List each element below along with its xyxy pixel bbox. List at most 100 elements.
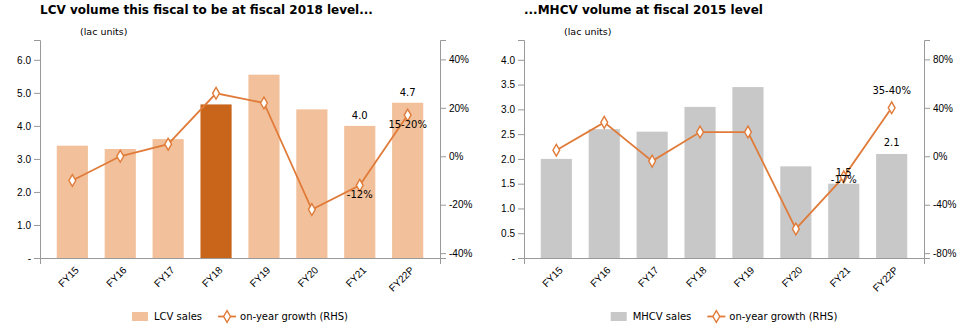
tick-label: FY15 <box>56 264 81 289</box>
tick: FY21 <box>344 264 369 289</box>
tick: 4.0 <box>501 55 524 66</box>
tick-label: FY21 <box>344 264 369 289</box>
tick-label: 40% <box>933 103 953 114</box>
tick-mark <box>518 60 524 61</box>
tick: -80% <box>924 248 956 259</box>
tick-mark <box>518 184 524 185</box>
tick-mark <box>34 225 40 226</box>
tick: - <box>512 253 524 264</box>
tick: 40% <box>440 54 469 65</box>
legend-item: on-year growth (RHS) <box>707 311 837 323</box>
tick-mark <box>518 134 524 135</box>
tick-mark <box>924 108 930 109</box>
tick: FY18 <box>200 264 225 289</box>
legend-item: on-year growth (RHS) <box>218 311 348 323</box>
axis-label: (lac units) <box>564 26 611 37</box>
tick-mark <box>440 156 446 157</box>
legend-marker <box>713 311 720 323</box>
bar <box>344 126 375 258</box>
tick: 5.0 <box>17 88 40 99</box>
tick: FY22P <box>387 264 417 294</box>
tick-label: 2.5 <box>501 129 515 140</box>
tick-label: 2.0 <box>17 187 31 198</box>
marker <box>649 155 656 167</box>
legend-item: MHCV sales <box>611 311 692 322</box>
tick-label: -20% <box>449 199 472 210</box>
legend: MHCV sales on-year growth (RHS) <box>611 311 838 323</box>
annotation: -17% <box>831 174 857 185</box>
tick: 1.0 <box>17 220 40 231</box>
tick: -40% <box>924 199 956 210</box>
marker <box>213 87 220 99</box>
tick: 3.0 <box>501 104 524 115</box>
marker <box>261 97 268 109</box>
bar <box>684 107 715 258</box>
legend-marker <box>224 311 231 323</box>
tick-label: 4.0 <box>17 121 31 132</box>
tick: -20% <box>440 199 472 210</box>
tick-label: 0% <box>449 151 464 162</box>
tick-label: -40% <box>449 248 472 259</box>
tick-mark <box>34 258 40 259</box>
tick-label: FY18 <box>200 264 225 289</box>
tick: 6.0 <box>17 55 40 66</box>
tick-label: 3.0 <box>17 154 31 165</box>
bar <box>105 149 136 258</box>
tick: -40% <box>440 248 472 259</box>
tick-mark <box>34 192 40 193</box>
x-axis: FY15FY16FY17FY18FY19FY20FY21FY22P <box>525 259 925 294</box>
axis-line <box>525 259 925 265</box>
marker <box>308 204 315 216</box>
bar-series <box>57 75 423 258</box>
bar <box>732 87 763 258</box>
markers <box>553 102 895 235</box>
bar <box>153 139 184 258</box>
tick: 2.0 <box>501 154 524 165</box>
tick-label: 1.5 <box>501 178 515 189</box>
bar <box>876 154 907 258</box>
tick-label: 40% <box>449 54 469 65</box>
tick-label: FY21 <box>828 264 853 289</box>
tick-label: 6.0 <box>17 55 31 66</box>
axis-line <box>518 41 525 259</box>
tick: FY16 <box>104 264 129 289</box>
marker <box>888 102 895 114</box>
plot-area <box>57 75 423 258</box>
tick-label: 80% <box>933 54 953 65</box>
tick-label: FY20 <box>296 264 321 289</box>
tick-mark <box>924 253 930 254</box>
tick-mark <box>924 156 930 157</box>
plot-area <box>541 87 907 258</box>
tick-mark <box>518 109 524 110</box>
tick: FY17 <box>636 264 661 289</box>
legend: LCV saleson-year growth (RHS) <box>132 311 348 323</box>
marker <box>745 126 752 138</box>
tick: 0.5 <box>501 228 524 239</box>
axis-line <box>34 41 41 259</box>
tick: FY15 <box>540 264 565 289</box>
tick-label: FY16 <box>588 264 613 289</box>
tick: FY20 <box>780 264 805 289</box>
tick: 3.0 <box>17 154 40 165</box>
tick: FY22P <box>871 264 901 294</box>
panel: - 1.0 2.0 3.0 4.0 5.0 6.0 -40% -20% 0% 20% 40% FY15 F… <box>17 3 472 322</box>
tick-label: - <box>28 253 31 264</box>
tick-mark <box>34 126 40 127</box>
tick: 20% <box>440 103 469 114</box>
tick: FY20 <box>296 264 321 289</box>
tick-label: 3.5 <box>501 79 515 90</box>
tick-label: FY19 <box>248 264 273 289</box>
tick: 1.0 <box>501 203 524 214</box>
chart: -1.02.03.04.05.06.0-40%-20%0%20%40%FY15F… <box>0 0 968 334</box>
tick: FY15 <box>56 264 81 289</box>
marker <box>553 144 560 156</box>
marker <box>165 138 172 150</box>
tick-label: FY20 <box>780 264 805 289</box>
tick: 80% <box>924 54 953 65</box>
tick-mark <box>34 159 40 160</box>
annotation: 35-40% <box>872 85 911 96</box>
tick-mark <box>440 253 446 254</box>
axis-line <box>925 41 931 259</box>
tick-label: FY18 <box>684 264 709 289</box>
tick-label: 20% <box>449 103 469 114</box>
